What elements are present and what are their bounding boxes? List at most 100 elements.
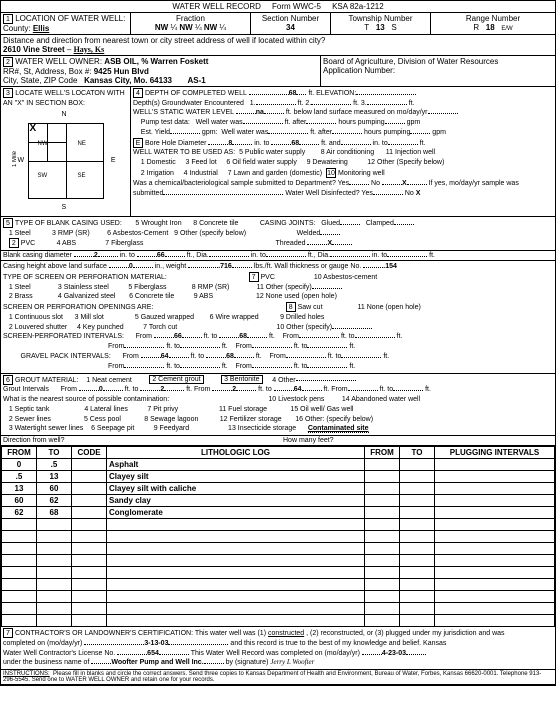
rr-val: 9425 Hun Blvd (94, 67, 149, 76)
chn: No (371, 180, 380, 187)
g4: 4 Other (272, 376, 295, 383)
dist-lbl: Distance and direction from nearest town… (3, 36, 325, 45)
log-row (2, 543, 555, 555)
bh6: ft. (420, 140, 426, 147)
bh3: 68 (291, 140, 299, 147)
feetl: How many feet? (283, 437, 334, 444)
bhl: Bore Hole Diameter (145, 140, 206, 147)
stl: WELL'S STATIC WATER LEVEL (133, 109, 234, 116)
cht2: in., weight (155, 263, 187, 270)
hf2: FROM (365, 447, 400, 459)
p7: PVC (261, 274, 275, 281)
u10box: 10 (326, 168, 336, 178)
s7u1: constructed (268, 630, 304, 637)
log-row (2, 615, 555, 627)
cn14: 14 Abandoned water well (342, 396, 420, 403)
log-row: 1360Clayey silt with caliche (2, 483, 555, 495)
spi2: 68 (239, 333, 247, 340)
s7l2: , (2) reconstructed, or (3) plugged unde… (306, 630, 504, 637)
o7: 7 Torch cut (143, 324, 177, 331)
u5: 5 Public water supply (239, 149, 305, 156)
county-lbl: County: (3, 24, 31, 33)
elev-lbl: ft. ELEVATION: (308, 90, 356, 97)
o4: 4 Key punched (77, 324, 124, 331)
licl: Water Well Contractor's License No. (3, 650, 115, 657)
section-5: 5 TYPE OF BLANK CASING USED: 5 Wrought I… (1, 217, 555, 251)
d4: ft. (409, 100, 415, 107)
cn3: 3 Watertight sewer lines (9, 425, 83, 432)
log-row (2, 579, 555, 591)
section-3-4-row: 3 LOCATE WELL'S LOCATON WITH AN "X" IN S… (1, 87, 555, 217)
bh5: in. to (373, 140, 388, 147)
gil: Grout Intervals (3, 386, 49, 393)
p10: 10 Asbestos-cement (314, 274, 377, 281)
gi64: 64 (294, 386, 302, 393)
o8b: 8 (286, 302, 296, 312)
section-2-row: 2 WATER WELL OWNER: ASB OIL, % Warren Fo… (1, 56, 555, 87)
log-row (2, 567, 555, 579)
log-row (2, 519, 555, 531)
u8: 8 Air conditioning (321, 149, 374, 156)
jl: CASING JOINTS: (260, 220, 316, 227)
instr-row: INSTRUCTIONS: Please fill in blanks and … (1, 670, 555, 685)
es1: gpm: (202, 129, 218, 136)
frac-lbl: Fraction (176, 14, 205, 23)
depth-val: 68 (289, 90, 297, 97)
ft3: ft. (222, 343, 228, 350)
g1: 1 Neat cement (86, 376, 132, 383)
plat-diagram: X N S W E NW NE SW SE 1 Mile (16, 111, 116, 211)
pm2: ft. after (285, 119, 307, 126)
p2: 2 Brass (9, 293, 33, 300)
addr2-val: Hays, Ks (74, 45, 105, 54)
p4: 4 Galvanized steel (58, 293, 116, 300)
bh2: in. to (254, 140, 269, 147)
bcd2: in. to (120, 252, 135, 259)
u9: 9 Dewatering (307, 159, 348, 166)
ft4: ft. (349, 343, 355, 350)
to8: ft. to (294, 363, 308, 370)
depth-lbl: DEPTH OF COMPLETED WELL (145, 90, 247, 97)
pmile: 1 Mile (12, 151, 18, 167)
app-lbl: Application Number: (323, 66, 395, 75)
bh4: ft. and (321, 140, 340, 147)
o5: 5 Gauzed wrapped (135, 314, 194, 321)
f1b: ¼ (170, 23, 177, 32)
e-box: E (133, 138, 143, 148)
cmpl: completed on (mo/day/yr) (3, 640, 82, 647)
p12: 12 None used (open hole) (256, 293, 337, 300)
water-well-record-form: WATER WELL RECORD Form WWC-5 KSA 82a-121… (0, 0, 556, 686)
sec3-lbl: LOCATE WELL'S LOCATON WITH AN "X" IN SEC… (3, 90, 125, 107)
g2: 2 Cement grout (149, 375, 203, 384)
city-lbl: City, State, ZIP Code (3, 76, 77, 85)
f1: NW (155, 23, 168, 32)
c7: 7 Fiberglass (105, 240, 143, 247)
title: WATER WELL RECORD (172, 2, 261, 11)
u10: Monitoring well (338, 170, 385, 177)
hl: LITHOLOGIC LOG (107, 447, 365, 459)
log-row (2, 531, 555, 543)
u3: 3 Feed lot (186, 159, 217, 166)
bcd4: ft., Dia. (187, 252, 209, 259)
chl: Was a chemical/bacteriological sample su… (133, 180, 349, 187)
pne: NE (78, 141, 86, 147)
gie: ft. From (323, 386, 347, 393)
ft1: ft. (269, 333, 275, 340)
pse: SE (78, 173, 86, 179)
dist-row: Distance and direction from nearest town… (1, 35, 555, 56)
ft2: ft. (397, 333, 403, 340)
cn6: 6 Seepage pit (91, 425, 134, 432)
c8: 8 Concrete tile (193, 220, 238, 227)
log-row: 6062Sandy clay (2, 495, 555, 507)
es5: gpm (432, 129, 446, 136)
form-header: WATER WELL RECORD Form WWC-5 KSA 82a-121… (1, 1, 555, 13)
gpil: GRAVEL PACK INTERVALS: (21, 353, 111, 360)
ch2: If yes, mo/day/yr sample was (429, 180, 519, 187)
ts: S (391, 23, 396, 32)
gpi2: 68 (226, 353, 234, 360)
range-lbl: Range Number (466, 14, 520, 23)
bcd6: ft., Dia. (308, 252, 330, 259)
pw: W (18, 157, 25, 164)
p7b: 7 (249, 272, 259, 282)
sec-2-num: 2 (3, 57, 13, 67)
s7l: CONTRACTOR'S OR LANDOWNER'S CERTIFICATIO… (15, 630, 266, 637)
